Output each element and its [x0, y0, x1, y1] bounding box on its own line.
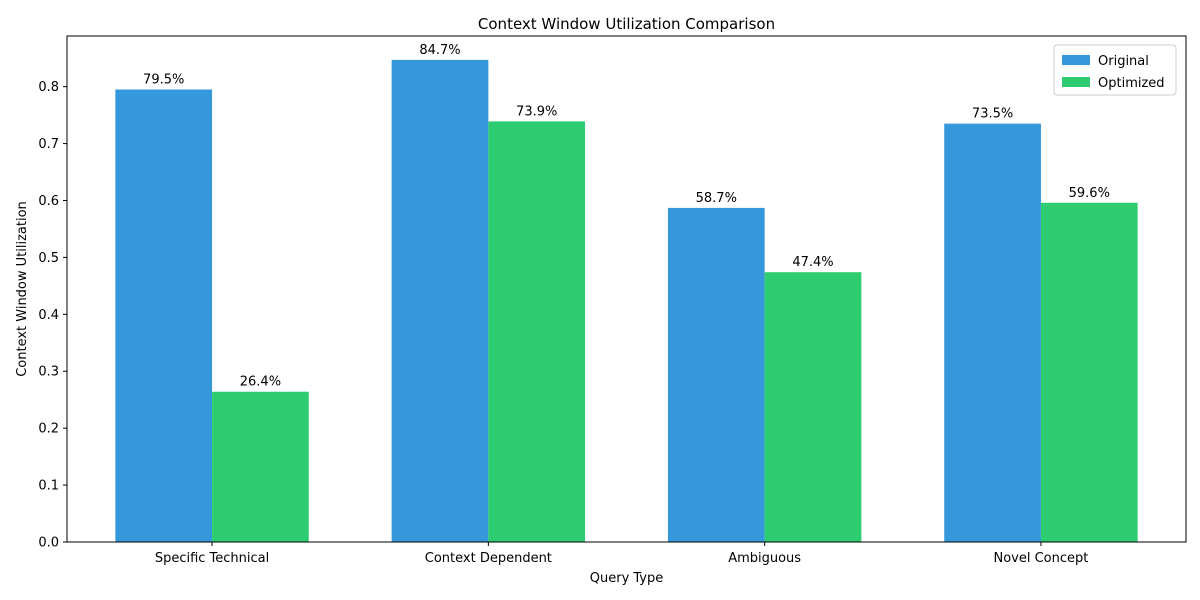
y-tick-label: 0.8 — [38, 80, 59, 95]
y-tick-label: 0.7 — [38, 137, 59, 152]
y-tick-label: 0.0 — [38, 536, 59, 551]
legend-swatch-original — [1062, 55, 1090, 65]
y-axis-label: Context Window Utilization — [15, 201, 30, 377]
bar-optimized-context-dependent — [488, 121, 586, 542]
data-label-optimized-ambiguous: 47.4% — [792, 255, 833, 270]
bar-optimized-ambiguous — [764, 272, 862, 542]
x-axis: Specific Technical Context Dependent Ambig… — [155, 542, 1088, 566]
y-tick-label: 0.5 — [38, 251, 59, 266]
x-axis-label: Query Type — [590, 571, 664, 586]
bar-original-context-dependent — [391, 59, 489, 542]
legend-swatch-optimized — [1062, 77, 1090, 87]
x-tick-label-context-dependent: Context Dependent — [425, 551, 552, 566]
data-label-optimized-context-dependent: 73.9% — [516, 104, 557, 119]
y-tick-label: 0.6 — [38, 194, 59, 209]
data-label-original-ambiguous: 58.7% — [696, 191, 737, 206]
y-tick-label: 0.1 — [38, 479, 59, 494]
y-tick-label: 0.2 — [38, 422, 59, 437]
x-tick-label-novel-concept: Novel Concept — [993, 551, 1088, 566]
y-axis: 0.0 0.1 0.2 0.3 0.4 0.5 0.6 0.7 0.8 — [38, 80, 67, 551]
y-tick-label: 0.4 — [38, 308, 59, 323]
data-label-optimized-specific-technical: 26.4% — [240, 375, 281, 390]
data-label-original-context-dependent: 84.7% — [419, 43, 460, 58]
x-tick-label-ambiguous: Ambiguous — [728, 551, 801, 566]
x-tick-label-specific-technical: Specific Technical — [155, 551, 269, 566]
data-labels-layer: 79.5% 84.7% 58.7% 73.5% 26.4% 73.9% 47.4% 59.6% — [143, 43, 1110, 390]
data-label-original-novel-concept: 73.5% — [972, 107, 1013, 122]
bar-optimized-specific-technical — [212, 391, 309, 542]
bar-original-novel-concept — [944, 123, 1041, 543]
bar-original-ambiguous — [667, 207, 765, 542]
legend-label-optimized: Optimized — [1098, 76, 1165, 91]
bar-optimized-novel-concept — [1040, 202, 1138, 542]
y-tick-label: 0.3 — [38, 365, 59, 380]
chart-title: Context Window Utilization Comparison — [478, 15, 775, 33]
data-label-optimized-novel-concept: 59.6% — [1069, 186, 1110, 201]
plot-frame — [66, 35, 1187, 543]
data-label-original-specific-technical: 79.5% — [143, 73, 184, 88]
legend: Original Optimized — [1053, 44, 1177, 96]
bars-layer — [115, 59, 1138, 543]
legend-label-original: Original — [1098, 54, 1149, 69]
bar-original-specific-technical — [115, 89, 213, 543]
